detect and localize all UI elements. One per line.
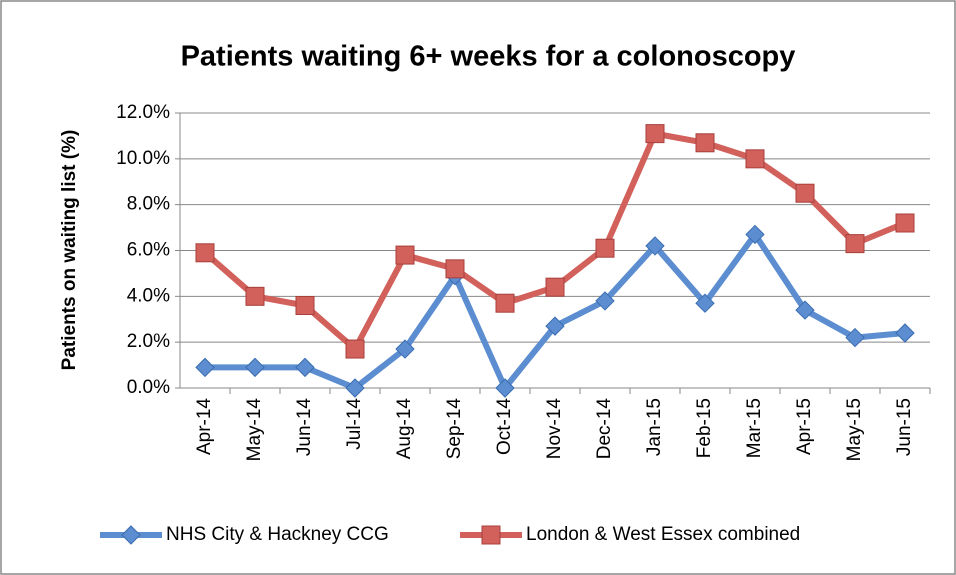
x-tick-label: May-15 [844, 398, 865, 461]
x-tick-label: Sep-14 [444, 398, 465, 460]
y-tick-label: 8.0% [127, 194, 170, 215]
legend-marker [481, 525, 501, 545]
x-tick-label: May-14 [244, 398, 265, 462]
data-point [245, 357, 265, 378]
x-tick-label: Jul-14 [344, 398, 365, 450]
data-point [895, 213, 915, 233]
x-tick-label: Apr-14 [194, 398, 215, 455]
data-point [545, 277, 565, 297]
data-point [695, 293, 715, 313]
data-point [845, 327, 865, 348]
data-point [495, 378, 515, 398]
data-point [295, 296, 315, 315]
x-tick-label: Mar-15 [744, 398, 765, 458]
x-tick-label: Jun-15 [894, 398, 915, 456]
x-tick-label: Nov-14 [544, 398, 565, 460]
legend-label: London & West Essex combined [526, 524, 800, 545]
y-tick-label: 12.0% [116, 102, 170, 123]
data-point [195, 243, 215, 263]
x-tick-label: Feb-15 [694, 398, 715, 458]
data-point [645, 236, 665, 256]
data-point [745, 224, 765, 245]
legend-label: NHS City & Hackney CCG [166, 524, 389, 545]
legend-marker [121, 525, 141, 545]
data-point [895, 323, 915, 343]
y-tick-label: 10.0% [116, 148, 170, 169]
data-point [795, 300, 815, 320]
data-point [445, 259, 465, 279]
data-point [695, 133, 715, 153]
data-point [295, 357, 315, 378]
data-point [845, 234, 865, 254]
y-tick-label: 4.0% [127, 285, 170, 306]
chart-title: Patients waiting 6+ weeks for a colonosc… [181, 41, 796, 73]
data-point [345, 378, 365, 398]
y-tick-label: 2.0% [127, 331, 170, 352]
y-tick-label: 6.0% [127, 240, 170, 261]
data-point [595, 238, 615, 258]
data-point [595, 291, 615, 311]
y-axis-label: Patients on waiting list (%) [59, 130, 80, 371]
data-point [745, 149, 765, 169]
x-tick-label: Dec-14 [594, 398, 615, 460]
x-tick-label: Apr-15 [794, 398, 815, 455]
x-tick-label: Aug-14 [394, 398, 415, 460]
data-point [195, 357, 215, 378]
x-tick-label: Jan-15 [644, 398, 665, 456]
x-tick-label: Oct-14 [494, 398, 515, 455]
data-point [245, 286, 265, 306]
data-point [495, 293, 515, 313]
data-point [345, 339, 365, 359]
data-point [795, 183, 815, 203]
data-point [645, 124, 665, 144]
data-point [545, 316, 565, 336]
data-point [395, 339, 415, 359]
y-tick-label: 0.0% [127, 377, 170, 398]
x-tick-label: Jun-14 [294, 398, 315, 457]
data-point [395, 245, 415, 265]
